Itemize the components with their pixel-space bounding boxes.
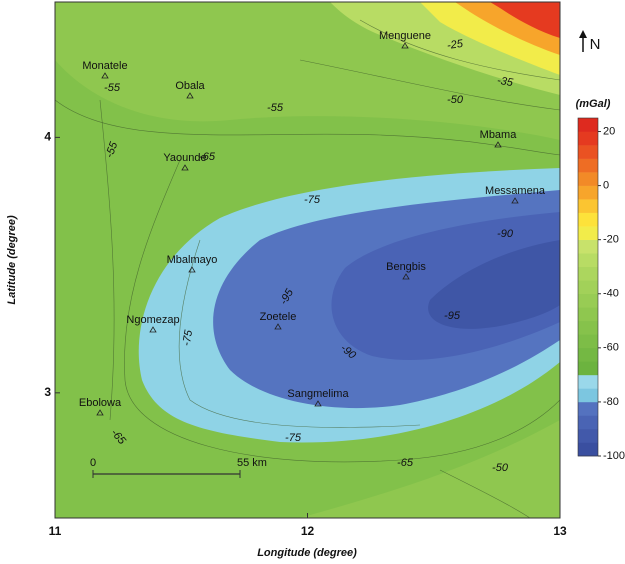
- field-band: [300, 420, 560, 518]
- town-label: Ngomezap: [126, 314, 179, 326]
- town-label: Zoetele: [260, 311, 297, 323]
- colorbar-band: [578, 334, 598, 349]
- colorbar-tick-label: -100: [603, 450, 625, 462]
- x-tick-label: 13: [553, 524, 567, 538]
- contour-label: -55: [267, 102, 284, 114]
- scale-label: 55 km: [237, 457, 267, 469]
- town-marker: [101, 72, 109, 79]
- contour-line: [55, 99, 560, 156]
- field-band: [490, 2, 560, 38]
- town-marker: [511, 197, 519, 204]
- colorbar-band: [578, 428, 598, 443]
- town-label: Monatele: [82, 60, 127, 72]
- colorbar-band: [578, 199, 598, 213]
- colorbar-tick-label: 0: [603, 180, 609, 192]
- x-tick-label: 11: [49, 524, 62, 538]
- town-marker: [402, 273, 410, 280]
- colorbar-band: [578, 145, 598, 159]
- colorbar-tick-label: -20: [603, 234, 619, 246]
- town-label: Mbalmayo: [167, 254, 218, 266]
- colorbar-frame: [577, 117, 599, 457]
- town-marker: [401, 42, 409, 49]
- colorbar-band: [578, 172, 598, 186]
- colorbar-band: [578, 374, 598, 389]
- town-label: Messamena: [485, 185, 546, 197]
- town-marker: [494, 141, 502, 148]
- town-marker: [186, 92, 194, 99]
- colorbar-band: [578, 388, 598, 403]
- colorbar-band: [578, 131, 598, 146]
- town-label: Sangmelima: [287, 388, 349, 400]
- town-marker: [274, 323, 282, 330]
- colorbar-band: [578, 280, 598, 295]
- contour-label: -35: [496, 75, 515, 90]
- colorbar-tick-label: -60: [603, 342, 619, 354]
- colorbar-band: [578, 320, 598, 335]
- town-label: Ebolowa: [79, 397, 122, 409]
- y-axis-label: Latitude (degree): [6, 215, 18, 305]
- contour-label: -75: [285, 432, 302, 444]
- colorbar-band: [578, 185, 598, 200]
- colorbar-band: [578, 307, 598, 322]
- town-label: Obala: [175, 80, 205, 92]
- contour-label: -65: [397, 457, 414, 469]
- contour-label: -90: [497, 228, 514, 240]
- colorbar-band: [578, 158, 598, 173]
- contour-label: -65: [199, 151, 216, 163]
- colorbar-band: [578, 226, 598, 240]
- colorbar-band: [578, 266, 598, 281]
- contour-line: [99, 99, 115, 421]
- field-band: [428, 240, 560, 329]
- north-label: N: [590, 36, 601, 53]
- contour-line: [359, 19, 560, 81]
- town-marker: [188, 266, 196, 273]
- anomaly-field: [55, 2, 560, 518]
- colorbar-tick-label: -80: [603, 396, 619, 408]
- colorbar-band: [578, 347, 598, 362]
- colorbar-band: [578, 361, 598, 376]
- scale-label: 0: [90, 457, 96, 469]
- colorbar-band: [578, 212, 598, 227]
- contour-label: -50: [492, 462, 509, 474]
- colorbar-unit: (mGal): [576, 98, 611, 110]
- colorbar-tick-label: 20: [603, 125, 615, 137]
- contour-line: [439, 469, 531, 518]
- contour-label: -50: [447, 94, 464, 106]
- colorbar-band: [578, 293, 598, 308]
- town-label: Mbama: [480, 129, 518, 141]
- town-label: Bengbis: [386, 261, 426, 273]
- town-marker: [96, 409, 104, 416]
- contour-line: [299, 59, 560, 111]
- x-tick-label: 12: [301, 524, 315, 538]
- contour-line: [178, 239, 421, 428]
- north-arrow-head: [579, 30, 587, 38]
- contour-label: -55: [104, 140, 121, 160]
- colorbar-band: [578, 415, 598, 430]
- town-marker: [181, 164, 189, 171]
- y-tick-label: 3: [44, 385, 51, 399]
- colorbar-band: [578, 118, 598, 132]
- contour-label: -75: [304, 194, 321, 206]
- town-marker: [149, 326, 157, 333]
- contour-label: -75: [181, 328, 196, 347]
- colorbar-band: [578, 253, 598, 268]
- x-axis-label: Longitude (degree): [257, 547, 357, 559]
- town-label: Yaounde: [163, 152, 206, 164]
- y-tick-label: 4: [44, 130, 51, 144]
- colorbar-band: [578, 401, 598, 416]
- town-label: Menguene: [379, 30, 431, 42]
- contour-label: -25: [446, 38, 464, 52]
- colorbar-tick-label: -40: [603, 288, 619, 300]
- colorbar-band: [578, 442, 598, 457]
- contour-label: -95: [444, 310, 461, 322]
- town-marker: [314, 400, 322, 407]
- contour-label: -55: [104, 82, 121, 94]
- colorbar-band: [578, 239, 598, 254]
- contour-line: [124, 159, 560, 463]
